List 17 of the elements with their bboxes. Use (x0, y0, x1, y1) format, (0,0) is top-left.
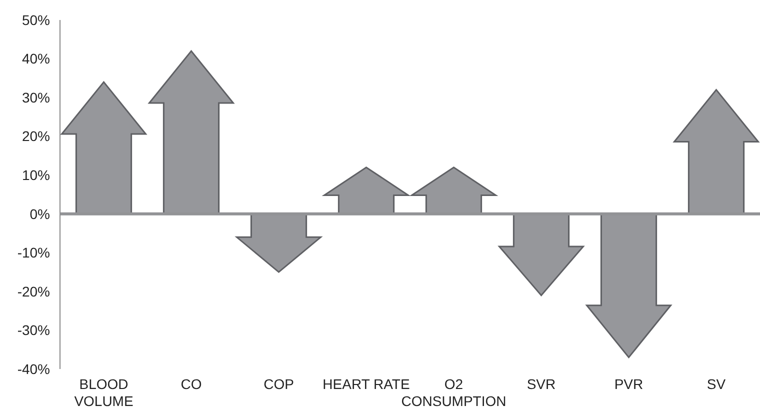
x-tick-label: COP (264, 376, 294, 392)
x-tick-label: SVR (526, 376, 556, 392)
x-tick-label: HEART RATE (322, 376, 410, 392)
y-tick-label: 0% (30, 206, 50, 222)
x-tick-label: CO (180, 376, 202, 392)
y-tick-label: 10% (22, 167, 50, 184)
y-tick-label: -30% (17, 322, 50, 338)
x-tick-label: PVR (614, 376, 644, 392)
y-tick-label: -20% (17, 283, 50, 300)
y-tick-label: 20% (22, 128, 50, 144)
y-tick-label: -40% (17, 360, 50, 377)
x-tick-label: BLOOD VOLUME (74, 376, 134, 409)
y-tick-label: 30% (22, 89, 50, 106)
y-tick-label: -10% (17, 244, 50, 261)
y-tick-label: 40% (22, 50, 50, 67)
y-tick-label: 50% (22, 12, 50, 28)
x-tick-label: SV (706, 376, 726, 392)
